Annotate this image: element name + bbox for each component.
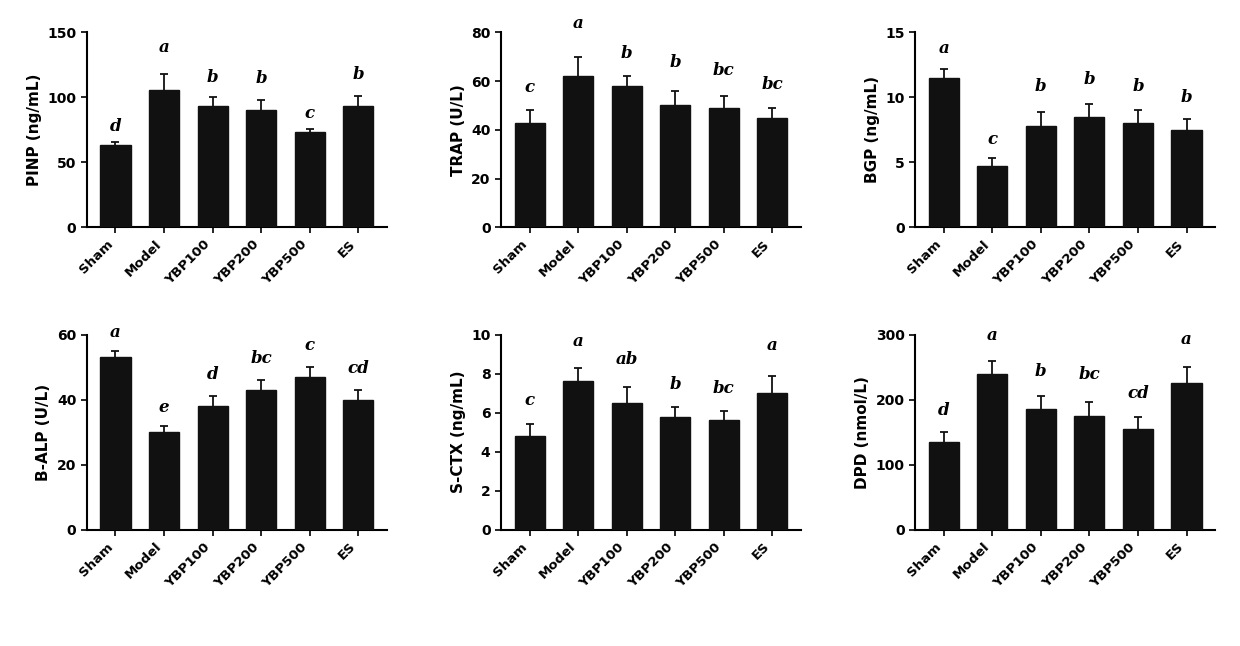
Bar xyxy=(100,145,130,227)
Bar xyxy=(1172,130,1202,227)
Text: b: b xyxy=(1180,89,1193,107)
Y-axis label: BGP (ng/mL): BGP (ng/mL) xyxy=(864,76,879,183)
Text: bc: bc xyxy=(250,350,272,367)
Text: b: b xyxy=(670,54,681,71)
Text: b: b xyxy=(1084,71,1095,89)
Text: bc: bc xyxy=(1079,366,1100,384)
Text: bc: bc xyxy=(713,61,734,79)
Text: a: a xyxy=(159,39,170,56)
Bar xyxy=(100,357,130,530)
Text: d: d xyxy=(937,402,950,419)
Bar xyxy=(758,393,787,530)
Text: e: e xyxy=(159,399,170,416)
Bar xyxy=(515,123,544,227)
Bar xyxy=(758,118,787,227)
Text: b: b xyxy=(207,68,218,86)
Text: c: c xyxy=(305,105,315,122)
Bar xyxy=(709,421,739,530)
Text: b: b xyxy=(1035,78,1047,95)
Text: a: a xyxy=(987,328,998,344)
Bar xyxy=(1123,123,1153,227)
Bar xyxy=(515,436,544,530)
Bar xyxy=(709,108,739,227)
Text: b: b xyxy=(1035,363,1047,380)
Text: b: b xyxy=(670,376,681,393)
Bar xyxy=(295,377,325,530)
Text: cd: cd xyxy=(347,360,370,377)
Bar xyxy=(563,382,593,530)
Bar xyxy=(929,78,959,227)
Bar xyxy=(343,400,373,530)
Bar xyxy=(929,442,959,530)
Bar xyxy=(197,406,228,530)
Y-axis label: DPD (nmol/L): DPD (nmol/L) xyxy=(856,376,870,488)
Bar xyxy=(1025,126,1056,227)
Bar xyxy=(977,166,1007,227)
Text: c: c xyxy=(525,79,534,96)
Text: c: c xyxy=(305,337,315,354)
Bar xyxy=(1074,416,1105,530)
Bar xyxy=(1123,429,1153,530)
Bar xyxy=(295,132,325,227)
Text: ab: ab xyxy=(615,351,637,368)
Text: d: d xyxy=(207,366,218,384)
Text: cd: cd xyxy=(1127,385,1148,402)
Text: a: a xyxy=(768,337,777,354)
Y-axis label: TRAP (U/L): TRAP (U/L) xyxy=(450,84,465,176)
Bar xyxy=(660,417,691,530)
Bar xyxy=(197,107,228,227)
Text: d: d xyxy=(109,118,122,135)
Bar xyxy=(977,373,1007,530)
Bar xyxy=(1172,384,1202,530)
Text: bc: bc xyxy=(761,76,784,93)
Y-axis label: B-ALP (U/L): B-ALP (U/L) xyxy=(36,384,51,481)
Bar xyxy=(149,90,179,227)
Text: a: a xyxy=(573,16,584,32)
Text: bc: bc xyxy=(713,380,734,397)
Y-axis label: S-CTX (ng/mL): S-CTX (ng/mL) xyxy=(450,371,465,494)
Bar xyxy=(660,105,691,227)
Bar xyxy=(246,110,277,227)
Bar xyxy=(1025,410,1056,530)
Y-axis label: PINP (ng/mL): PINP (ng/mL) xyxy=(27,74,42,186)
Bar xyxy=(611,403,642,530)
Text: b: b xyxy=(1132,78,1143,95)
Text: b: b xyxy=(255,70,267,87)
Text: b: b xyxy=(621,45,632,61)
Bar xyxy=(246,390,277,530)
Text: c: c xyxy=(987,131,997,148)
Bar xyxy=(343,107,373,227)
Text: a: a xyxy=(939,40,949,57)
Text: b: b xyxy=(352,66,365,83)
Text: a: a xyxy=(573,333,584,350)
Bar xyxy=(1074,117,1105,227)
Text: a: a xyxy=(1182,331,1192,348)
Bar xyxy=(149,432,179,530)
Text: c: c xyxy=(525,391,534,409)
Bar xyxy=(563,76,593,227)
Bar xyxy=(611,86,642,227)
Text: a: a xyxy=(110,324,120,341)
